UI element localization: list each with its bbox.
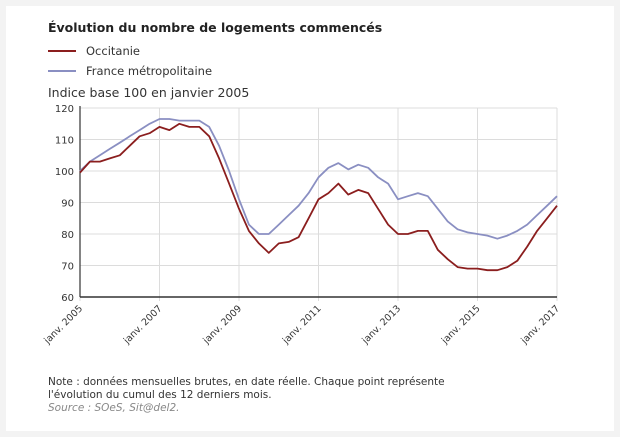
x-tick-label: janv. 2015 [439, 303, 483, 347]
x-tick-label: janv. 2011 [280, 303, 324, 347]
y-tick-label: 80 [61, 230, 74, 241]
y-tick-label: 100 [55, 167, 74, 178]
legend-item-france: France métropolitaine [48, 64, 212, 78]
x-tick-label: janv. 2017 [519, 303, 563, 347]
y-tick-label: 70 [61, 262, 74, 273]
note-line-1: Note : données mensuelles brutes, en dat… [48, 376, 445, 388]
chart-title: Évolution du nombre de logements commenc… [48, 20, 383, 35]
y-tick-label: 60 [61, 293, 74, 304]
x-tick-label: janv. 2007 [121, 303, 165, 347]
legend-label: France métropolitaine [86, 64, 213, 78]
x-tick-label: janv. 2013 [360, 303, 404, 347]
x-tick-label: janv. 2009 [201, 303, 245, 347]
legend-item-occitanie: Occitanie [48, 44, 140, 58]
y-tick-label: 110 [55, 136, 74, 147]
y-axis-label: Indice base 100 en janvier 2005 [48, 85, 250, 100]
series-line-france [79, 118, 558, 240]
source: Source : SOeS, Sit@del2. [48, 402, 180, 414]
y-tick-label: 90 [61, 199, 74, 210]
chart-card [6, 6, 614, 431]
series-line-occitanie [79, 122, 558, 272]
legend-label: Occitanie [86, 44, 141, 58]
legend-swatch-occitanie [48, 50, 76, 52]
x-tick-label: janv. 2005 [42, 303, 86, 347]
y-tick-label: 120 [55, 104, 74, 115]
chart-note: Note : données mensuelles brutes, en dat… [48, 376, 445, 415]
legend-swatch-france [48, 70, 76, 72]
note-line-2: l'évolution du cumul des 12 derniers moi… [48, 389, 272, 401]
